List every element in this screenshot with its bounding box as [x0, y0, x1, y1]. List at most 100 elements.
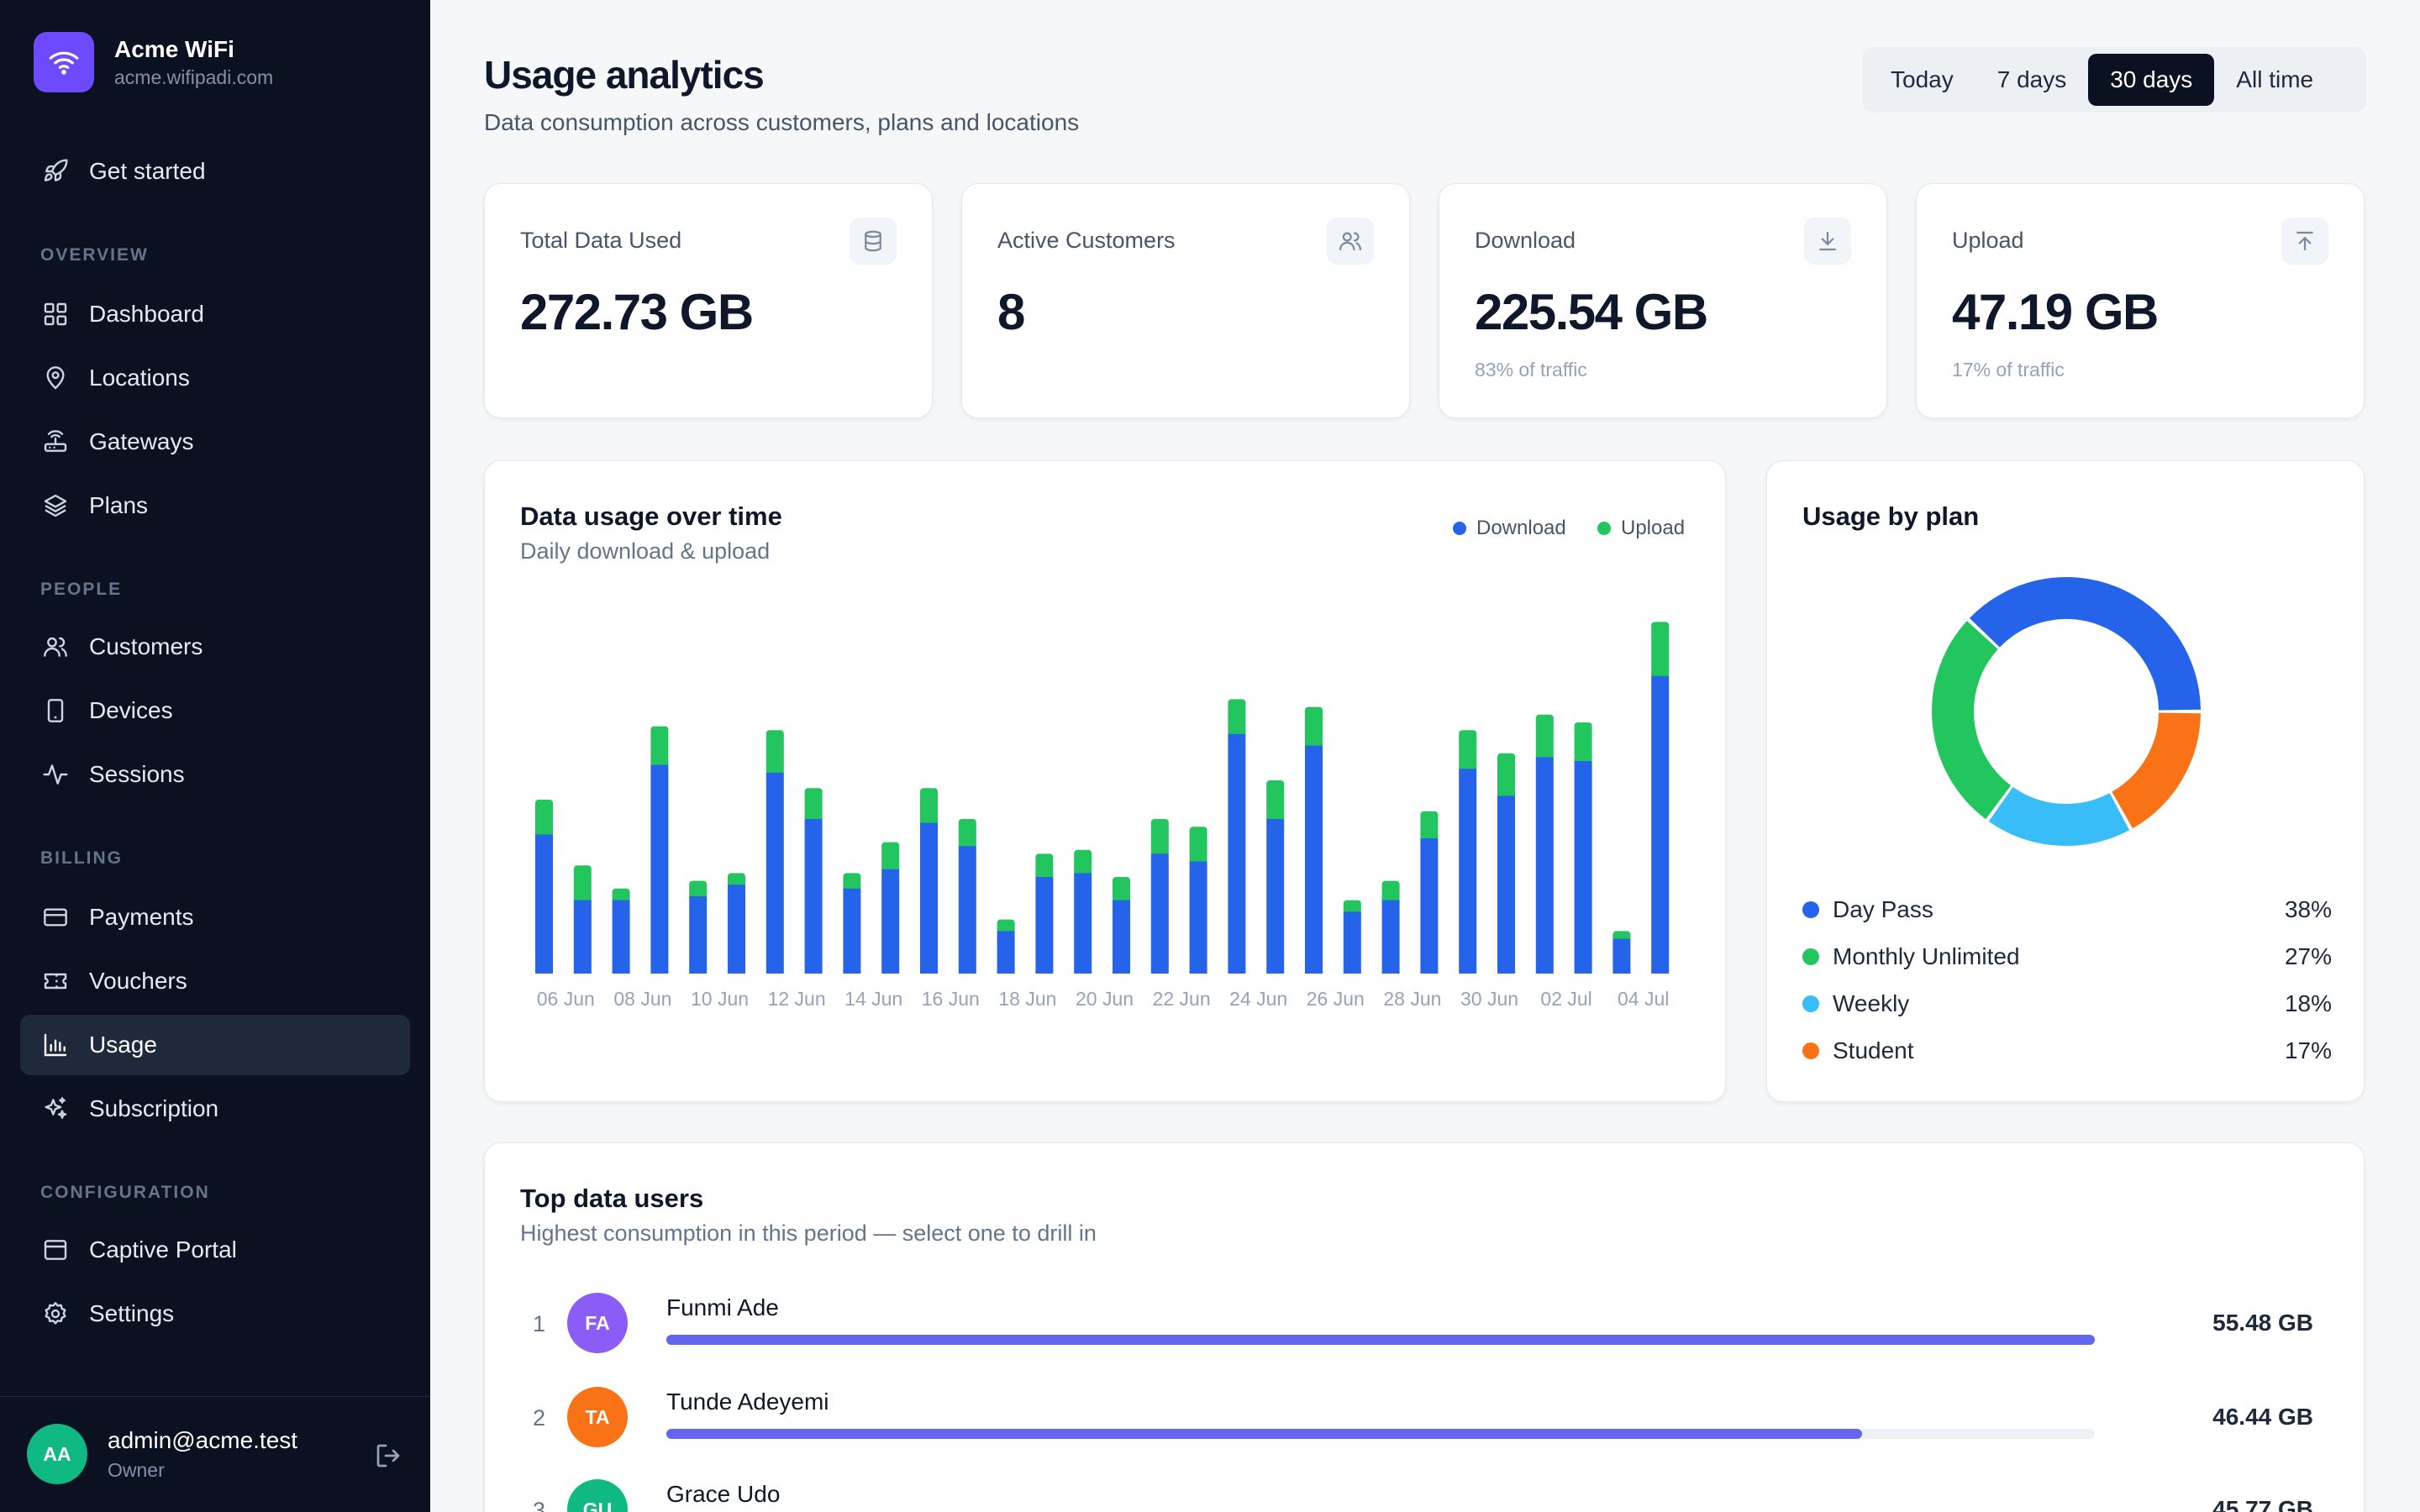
- bar-download[interactable]: [1535, 757, 1554, 974]
- bar-download[interactable]: [881, 869, 900, 974]
- avatar[interactable]: AA: [27, 1424, 87, 1484]
- nav-devices[interactable]: Devices: [20, 680, 410, 741]
- stat-note: 17% of traffic: [1952, 359, 2065, 381]
- bar-upload[interactable]: [1343, 900, 1361, 916]
- page-subtitle: Data consumption across customers, plans…: [484, 109, 1080, 135]
- bar-upload[interactable]: [1574, 722, 1592, 764]
- user-usage-value: 45.77 GB: [2212, 1496, 2313, 1512]
- nav-usage[interactable]: Usage: [20, 1015, 410, 1075]
- bar-download[interactable]: [1459, 769, 1477, 974]
- nav-plans[interactable]: Plans: [20, 475, 410, 536]
- bar-download[interactable]: [1189, 861, 1207, 974]
- range-all-time-button[interactable]: All time: [2236, 66, 2314, 92]
- bar-download[interactable]: [843, 888, 861, 974]
- bar-upload[interactable]: [1497, 753, 1515, 800]
- bar-upload[interactable]: [1420, 811, 1439, 842]
- bar-upload[interactable]: [612, 888, 630, 904]
- bar-download[interactable]: [997, 931, 1015, 974]
- bar-download[interactable]: [1381, 900, 1400, 974]
- bar-download[interactable]: [612, 900, 630, 974]
- nav-vouchers[interactable]: Vouchers: [20, 951, 410, 1011]
- bar-download[interactable]: [920, 822, 938, 974]
- bar-download[interactable]: [1113, 900, 1130, 974]
- bar-upload[interactable]: [689, 880, 708, 900]
- brand[interactable]: Acme WiFi acme.wifipadi.com: [34, 32, 273, 92]
- nav-settings[interactable]: Settings: [20, 1284, 410, 1344]
- bar-upload[interactable]: [650, 726, 669, 769]
- top-user-row[interactable]: 2 TA Tunde Adeyemi 46.44 GB: [518, 1387, 2333, 1454]
- bar-download[interactable]: [1651, 675, 1670, 974]
- nav-locations[interactable]: Locations: [20, 348, 410, 408]
- nav-gateways[interactable]: Gateways: [20, 412, 410, 472]
- bar-download[interactable]: [1266, 819, 1285, 974]
- top-user-row[interactable]: 3 GU Grace Udo 45.77 GB: [518, 1479, 2333, 1512]
- bar-download[interactable]: [804, 819, 823, 974]
- logout-icon[interactable]: [373, 1441, 403, 1471]
- bar-download[interactable]: [1497, 795, 1515, 974]
- grid-icon: [40, 299, 71, 329]
- bar-upload[interactable]: [997, 919, 1015, 935]
- donut-slice-student[interactable]: [2111, 711, 2201, 829]
- nav-dashboard[interactable]: Dashboard: [20, 284, 410, 344]
- nav-subscription[interactable]: Subscription: [20, 1079, 410, 1139]
- bar-upload[interactable]: [881, 842, 900, 873]
- bar-upload[interactable]: [535, 800, 553, 838]
- bar-upload[interactable]: [804, 788, 823, 822]
- x-tick-label: 26 Jun: [1307, 988, 1365, 1010]
- browser-icon: [40, 1235, 71, 1265]
- bar-upload[interactable]: [1381, 880, 1400, 904]
- bar-upload[interactable]: [1305, 706, 1323, 749]
- bar-upload[interactable]: [1228, 699, 1246, 738]
- donut-slice-weekly[interactable]: [1988, 786, 2130, 846]
- bar-download[interactable]: [689, 896, 708, 974]
- bar-upload[interactable]: [765, 730, 784, 776]
- bar-download[interactable]: [573, 900, 592, 974]
- nav-payments[interactable]: Payments: [20, 887, 410, 948]
- bar-upload[interactable]: [1535, 714, 1554, 761]
- download-icon: [1804, 218, 1851, 265]
- bar-download[interactable]: [1343, 911, 1361, 974]
- bar-upload[interactable]: [573, 865, 592, 904]
- bar-download[interactable]: [728, 885, 745, 974]
- bar-download[interactable]: [1420, 838, 1439, 974]
- bar-download[interactable]: [535, 834, 553, 974]
- bar-upload[interactable]: [1189, 827, 1207, 865]
- nav-captive-portal[interactable]: Captive Portal: [20, 1220, 410, 1280]
- bar-upload[interactable]: [1113, 877, 1130, 904]
- range-30-days-button[interactable]: 30 days: [2088, 54, 2215, 106]
- plan-legend-day-pass: Day Pass 38%: [1802, 893, 2332, 927]
- bar-download[interactable]: [1228, 733, 1246, 974]
- bar-download[interactable]: [1574, 761, 1592, 974]
- bar-download[interactable]: [1612, 938, 1631, 974]
- bar-download[interactable]: [1074, 873, 1092, 974]
- nav-sessions[interactable]: Sessions: [20, 744, 410, 805]
- bar-upload[interactable]: [1074, 849, 1092, 877]
- donut-slice-monthly[interactable]: [1932, 621, 2012, 820]
- nav-label: Usage: [89, 1032, 157, 1058]
- top-user-row[interactable]: 1 FA Funmi Ade 55.48 GB: [518, 1293, 2333, 1360]
- bar-upload[interactable]: [843, 873, 861, 892]
- bar-download[interactable]: [650, 764, 669, 974]
- bar-download[interactable]: [1305, 745, 1323, 974]
- bar-upload[interactable]: [728, 873, 745, 889]
- bar-upload[interactable]: [1459, 730, 1477, 773]
- wifi-icon: [34, 32, 94, 92]
- range-today-button[interactable]: Today: [1891, 66, 1954, 92]
- bar-download[interactable]: [765, 772, 784, 974]
- bar-upload[interactable]: [1651, 622, 1670, 680]
- nav-get-started[interactable]: Get started: [20, 141, 410, 202]
- nav-customers[interactable]: Customers: [20, 617, 410, 677]
- range-7-days-button[interactable]: 7 days: [1996, 66, 2067, 92]
- router-icon: [40, 427, 71, 457]
- bar-upload[interactable]: [1266, 780, 1285, 822]
- donut-slice-day-pass[interactable]: [1969, 577, 2201, 711]
- bar-download[interactable]: [1150, 853, 1169, 974]
- bar-download[interactable]: [1035, 877, 1054, 974]
- bar-upload[interactable]: [1150, 819, 1169, 858]
- bar-download[interactable]: [958, 846, 976, 974]
- bar-upload[interactable]: [958, 819, 976, 850]
- map-pin-icon: [40, 363, 71, 393]
- bar-upload[interactable]: [1035, 853, 1054, 880]
- bar-upload[interactable]: [920, 788, 938, 827]
- rank: 1: [532, 1311, 545, 1336]
